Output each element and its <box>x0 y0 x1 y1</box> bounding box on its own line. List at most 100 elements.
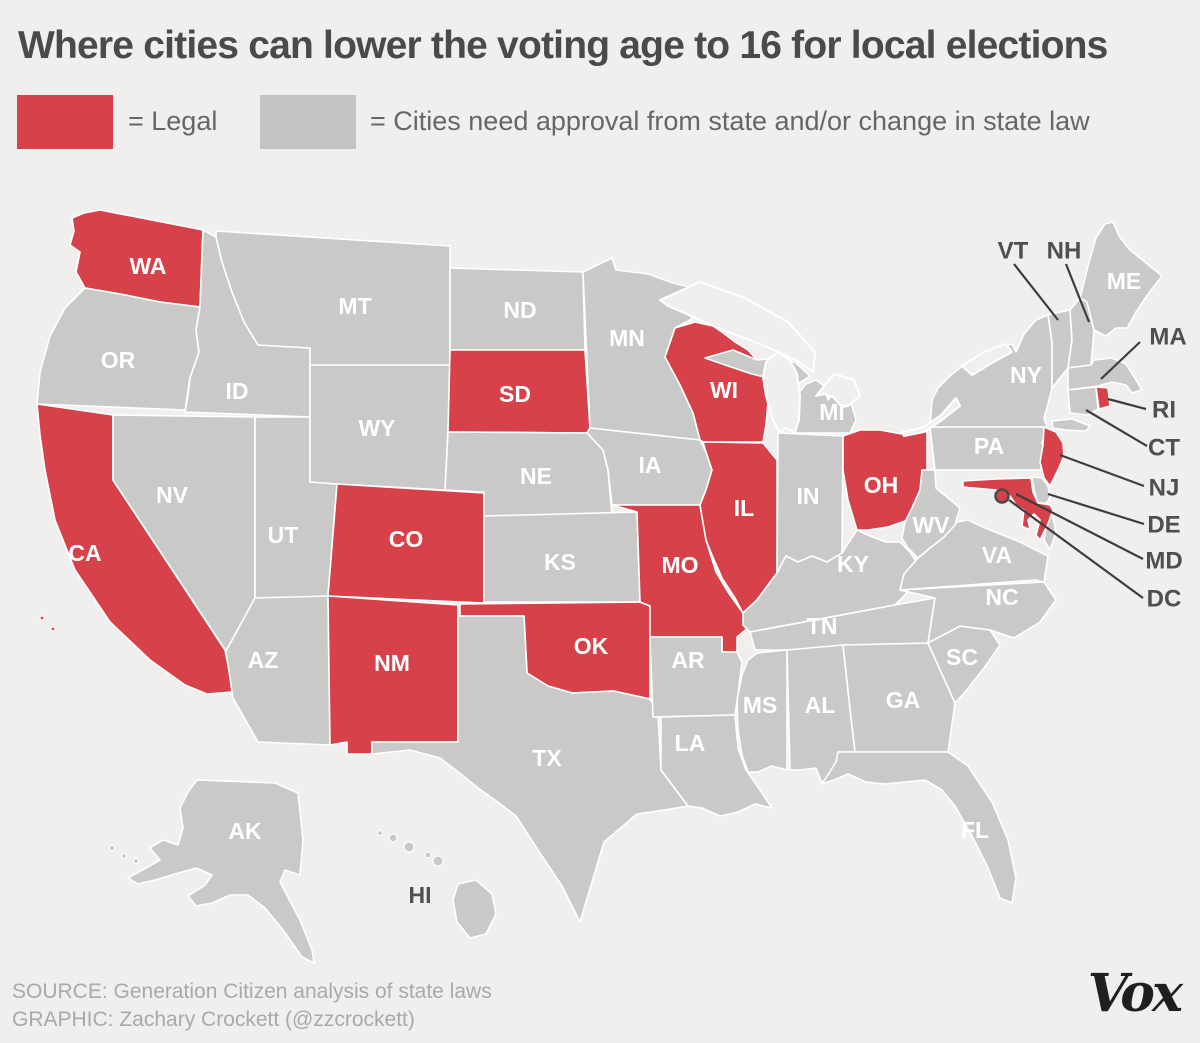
state-label-mn: MN <box>609 325 645 351</box>
state-label-ks: KS <box>544 549 576 575</box>
callout-line-ri <box>1107 397 1147 411</box>
state-ky-shape <box>742 529 919 633</box>
callout-line-ct <box>1085 409 1148 447</box>
callout-label-dc: DC <box>1147 585 1182 612</box>
state-label-al: AL <box>805 692 836 718</box>
callout-line-dc <box>1008 499 1144 599</box>
state-me-shape <box>1079 221 1163 337</box>
callout-label-ri: RI <box>1152 396 1176 423</box>
state-ca-shape <box>39 615 45 621</box>
state-ak-shape <box>132 857 140 865</box>
state-label-wa: WA <box>129 253 166 279</box>
state-tx-shape <box>371 615 689 923</box>
legend: = Legal = Cities need approval from stat… <box>0 95 1200 149</box>
legend-swatch-approval <box>260 95 356 149</box>
state-de-shape <box>1031 476 1051 504</box>
callout-label-md: MD <box>1145 547 1182 574</box>
state-label-oh: OH <box>864 472 899 498</box>
legend-label-approval: = Cities need approval from state and/or… <box>370 105 1090 136</box>
state-ri-shape <box>1095 386 1111 410</box>
state-label-wy: WY <box>358 415 395 441</box>
state-label-mi: MI <box>819 399 845 425</box>
state-label-nc: NC <box>985 584 1018 610</box>
callout-label-ma: MA <box>1149 323 1186 350</box>
callout-label-nh: NH <box>1047 237 1082 264</box>
state-label-ca: CA <box>68 540 101 566</box>
callout-line-ma <box>1100 341 1141 380</box>
state-label-az: AZ <box>248 647 279 673</box>
state-ak-shape <box>127 779 315 964</box>
state-label-or: OR <box>101 347 136 373</box>
state-label-la: LA <box>675 730 706 756</box>
lake-superior-shape <box>659 281 816 373</box>
legend-label-legal: = Legal <box>128 105 218 136</box>
callout-label-de: DE <box>1147 511 1180 538</box>
state-label-nm: NM <box>374 650 410 676</box>
state-label-wi: WI <box>710 377 738 403</box>
state-nc-shape <box>899 581 1057 644</box>
state-label-wv: WV <box>912 512 950 538</box>
state-la-shape <box>660 714 773 817</box>
state-mo-shape <box>611 504 749 653</box>
state-label-hi: HI <box>409 882 432 908</box>
state-label-fl: FL <box>961 817 989 843</box>
state-label-va: VA <box>982 542 1012 568</box>
callout-label-nj: NJ <box>1149 474 1180 501</box>
callout-line-vt <box>1013 263 1059 321</box>
state-hi-shape <box>403 841 415 853</box>
state-label-ga: GA <box>886 687 921 713</box>
callout-line-de <box>1047 492 1145 526</box>
state-label-ok: OK <box>574 633 609 659</box>
state-ct-shape <box>1067 386 1099 416</box>
state-label-tn: TN <box>807 613 838 639</box>
state-fl-shape <box>821 751 1017 904</box>
state-label-tx: TX <box>532 745 562 771</box>
state-label-co: CO <box>389 526 424 552</box>
state-ak-shape <box>108 844 116 852</box>
state-ms-shape <box>736 649 788 773</box>
state-label-sc: SC <box>946 644 978 670</box>
callout-label-vt: VT <box>998 237 1029 264</box>
state-ny-shape <box>1051 418 1091 432</box>
state-nj-shape <box>1039 426 1065 487</box>
callout-line-nh <box>1064 263 1091 323</box>
legend-swatch-legal <box>17 95 113 149</box>
state-label-ky: KY <box>837 551 869 577</box>
state-ca-shape <box>50 626 56 632</box>
callout-line-md <box>1015 493 1144 560</box>
state-label-pa: PA <box>974 433 1004 459</box>
state-label-me: ME <box>1107 268 1142 294</box>
state-label-ar: AR <box>671 647 705 673</box>
state-label-ia: IA <box>639 452 662 478</box>
lake-michigan-shape <box>762 351 801 434</box>
graphic-credit-line: GRAPHIC: Zachary Crockett (@zzcrockett) <box>12 1008 415 1031</box>
state-label-mt: MT <box>338 293 371 319</box>
state-label-sd: SD <box>499 381 531 407</box>
state-ak-shape <box>120 852 128 860</box>
lake-huron-shape <box>815 373 861 408</box>
state-label-ne: NE <box>520 463 552 489</box>
state-label-ms: MS <box>743 692 778 718</box>
page-title: Where cities can lower the voting age to… <box>18 24 1108 67</box>
source-line: SOURCE: Generation Citizen analysis of s… <box>12 980 492 1003</box>
state-wv-shape <box>901 469 961 559</box>
state-ny-shape <box>929 314 1053 428</box>
state-label-ny: NY <box>1010 362 1042 388</box>
state-hi-shape <box>424 851 432 859</box>
callout-label-ct: CT <box>1148 434 1180 461</box>
state-hi-shape <box>376 829 384 837</box>
lake-ontario-shape <box>961 343 1013 376</box>
state-label-id: ID <box>226 378 249 404</box>
state-label-ut: UT <box>268 522 299 548</box>
state-hi-shape <box>388 833 398 843</box>
state-label-il: IL <box>734 495 754 521</box>
state-hi-shape <box>452 879 497 939</box>
state-label-ak: AK <box>228 818 262 844</box>
state-hi-shape <box>432 855 444 867</box>
vox-logo: Vox <box>1087 963 1183 1024</box>
state-label-nd: ND <box>503 297 536 323</box>
callout-line-nj <box>1059 453 1145 488</box>
lake-erie-shape <box>901 397 961 437</box>
